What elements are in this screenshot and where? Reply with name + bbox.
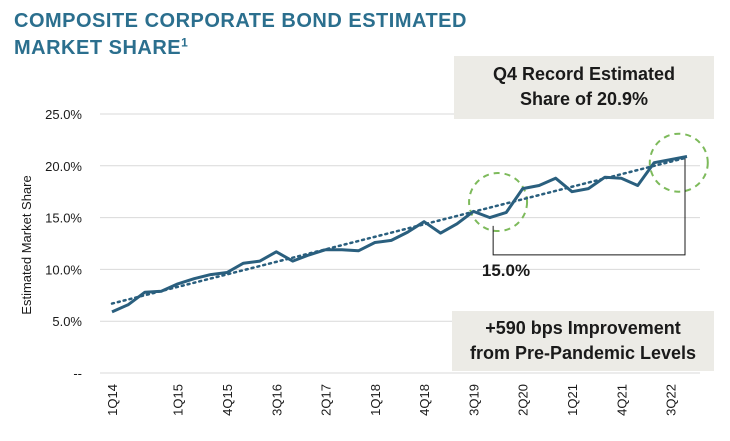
y-tick-label: 15.0%: [45, 211, 82, 226]
y-axis-ticks: -- 5.0% 10.0% 15.0% 20.0% 25.0%: [45, 107, 82, 381]
chart-title: COMPOSITE CORPORATE BOND ESTIMATED MARKE…: [14, 8, 484, 62]
x-tick-label: 4Q15: [220, 384, 235, 416]
x-tick-label: 4Q18: [417, 384, 432, 416]
x-tick-label: 1Q15: [171, 384, 186, 416]
highlight-circle-record: [648, 132, 709, 193]
x-tick-label: 2Q20: [516, 384, 531, 416]
series-line: [111, 155, 688, 314]
x-axis-ticks: 1Q14 1Q15 4Q15 3Q16 2Q17 1Q18 4Q18 3Q19 2Q20 1Q21…: [105, 384, 679, 416]
x-tick-label: 1Q14: [105, 384, 120, 416]
highlight-circle-prepandemic: [468, 172, 529, 233]
improvement-bracket: [492, 157, 686, 256]
improvement-line2: from Pre-Pandemic Levels: [469, 343, 697, 363]
improvement-callout: +590 bps Improvement from Pre-Pandemic L…: [452, 311, 714, 371]
x-tick-label: 2Q17: [319, 384, 334, 416]
x-tick-label: 3Q22: [664, 384, 679, 416]
chart-title-line1: COMPOSITE CORPORATE BOND ESTIMATED: [14, 10, 467, 32]
baseline-value-label: 15.0%: [482, 261, 530, 280]
trendline: [110, 156, 689, 305]
trendline-path: [110, 156, 689, 305]
bracket-line: [492, 157, 686, 256]
x-tick-label: 3Q16: [269, 384, 284, 416]
footnote-marker: 1: [181, 35, 189, 50]
x-tick-label: 1Q21: [565, 384, 580, 416]
highlight-circles: [468, 132, 709, 233]
y-tick-label: 5.0%: [52, 314, 82, 329]
improvement-line1: +590 bps Improvement: [485, 318, 681, 338]
series-market-share: [111, 155, 688, 314]
record-share-line2: Share of 20.9%: [519, 89, 649, 109]
y-tick-label: 10.0%: [45, 262, 82, 277]
y-tick-label: 25.0%: [45, 107, 82, 122]
chart-title-line2: MARKET SHARE1: [14, 35, 189, 59]
y-tick-label: --: [73, 366, 82, 381]
x-tick-label: 4Q21: [614, 384, 629, 416]
x-tick-label: 3Q19: [466, 384, 481, 416]
record-share-line1: Q4 Record Estimated: [492, 64, 676, 84]
x-tick-label: 1Q18: [368, 384, 383, 416]
y-tick-label: 20.0%: [45, 159, 82, 174]
y-axis-title: Estimated Market Share: [19, 175, 34, 314]
record-share-callout: Q4 Record Estimated Share of 20.9%: [454, 56, 714, 119]
